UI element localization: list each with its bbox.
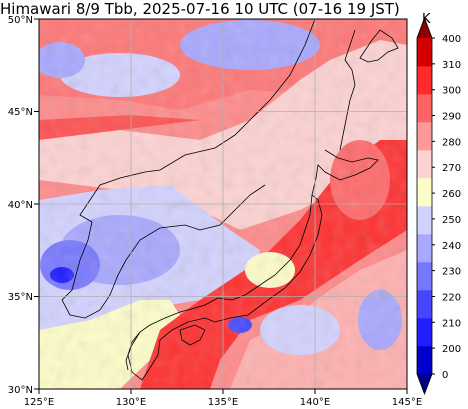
colorbar-tick-label: 200 [442,344,461,355]
lat-tick-label: 50°N [8,15,33,26]
colorbar-segment [417,150,432,179]
colorbar-tick-label: 400 [442,34,461,45]
colorbar-segment [417,94,432,123]
colorbar-extend-max [417,18,432,38]
colorbar-segment [417,262,432,291]
colorbar-tick-label: 290 [442,112,461,123]
colorbar-segment [417,290,432,319]
lon-axis: 125°E 130°E 135°E 140°E 145°E [24,389,422,408]
colorbar-tick-label: 250 [442,215,461,226]
colorbar-tick-label: 280 [442,137,461,148]
lon-tick-label: 140°E [300,397,330,408]
colorbar-tick-label: 270 [442,163,461,174]
colorbar-segment [417,38,432,67]
lon-tick-label: 135°E [208,397,238,408]
lat-tick-label: 30°N [8,385,33,396]
colorbar-unit-label: K [422,12,431,27]
colorbar-tick-label: 310 [442,60,461,71]
colorbar-segment [417,178,432,207]
colorbar-tick-label: 240 [442,241,461,252]
map-title: Himawari 8/9 Tbb, 2025-07-16 10 UTC (07-… [0,0,400,18]
colorbar-extend-min [417,374,432,394]
colorbar-segment [417,318,432,347]
colorbar-tick-label: 220 [442,292,461,303]
colorbar-tick-label: 210 [442,318,461,329]
colorbar-segment [417,122,432,151]
colorbar-tick-label: 260 [442,189,461,200]
gridlines [39,19,407,389]
lat-tick-label: 45°N [8,107,33,118]
coastlines [61,19,399,381]
lat-tick-label: 35°N [8,292,33,303]
lon-tick-label: 130°E [116,397,146,408]
colorbar-tick-label: 230 [442,267,461,278]
lon-tick-label: 125°E [24,397,54,408]
lat-tick-label: 40°N [8,200,33,211]
colorbar: 0 200 210 220 230 240 250 260 270 280 290 300 310 400 [416,16,461,396]
colorbar-segment [417,346,432,375]
colorbar-tick-label: 300 [442,86,461,97]
colorbar-segment [417,234,432,263]
colorbar-tick-label: 0 [442,370,448,381]
lon-tick-label: 145°E [392,397,422,408]
lat-axis: 30°N 35°N 40°N 45°N 50°N [8,15,39,396]
colorbar-segment [417,66,432,95]
colorbar-segment [417,206,432,235]
